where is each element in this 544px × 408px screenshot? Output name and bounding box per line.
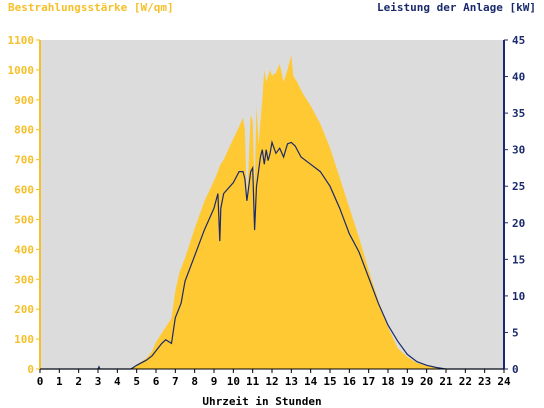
- power-line: [40, 140, 504, 370]
- x-tick-label: 8: [191, 375, 198, 388]
- left-tick-label: 1000: [8, 64, 35, 77]
- left-axis-title: Bestrahlungsstärke [W/qm]: [8, 1, 174, 14]
- irradiance-area: [40, 55, 504, 369]
- x-tick-label: 9: [211, 375, 218, 388]
- x-tick-label: 24: [497, 375, 511, 388]
- irradiance-area-layer: [40, 55, 504, 369]
- x-tick-label: 12: [265, 375, 278, 388]
- x-tick-label: 14: [304, 375, 318, 388]
- left-tick-label: 700: [14, 154, 34, 167]
- left-tick-label: 400: [14, 243, 34, 256]
- right-tick-label: 45: [512, 34, 525, 47]
- x-tick-label: 21: [439, 375, 453, 388]
- left-tick-label: 900: [14, 94, 34, 107]
- right-tick-label: 25: [512, 180, 525, 193]
- right-tick-label: 10: [512, 290, 525, 303]
- x-tick-label: 20: [420, 375, 433, 388]
- x-tick-label: 19: [401, 375, 414, 388]
- x-tick-label: 15: [323, 375, 336, 388]
- right-tick-label: 5: [512, 326, 519, 339]
- right-tick-label: 0: [512, 363, 519, 376]
- x-tick-label: 2: [75, 375, 82, 388]
- x-tick-label: 7: [172, 375, 179, 388]
- x-tick-label: 11: [246, 375, 260, 388]
- x-tick-label: 17: [362, 375, 375, 388]
- right-tick-label: 30: [512, 144, 525, 157]
- left-tick-label: 500: [14, 213, 34, 226]
- right-tick-label: 35: [512, 107, 525, 120]
- left-tick-label: 100: [14, 333, 34, 346]
- left-tick-label: 200: [14, 303, 34, 316]
- left-tick-label: 800: [14, 124, 34, 137]
- left-tick-label: 300: [14, 273, 34, 286]
- x-tick-label: 10: [227, 375, 240, 388]
- x-tick-label: 16: [343, 375, 357, 388]
- x-tick-label: 4: [114, 375, 121, 388]
- left-tick-label: 0: [27, 363, 34, 376]
- x-tick-label: 1: [56, 375, 63, 388]
- right-axis-ticks: 0 5 10 15 20 25 30 35 40 45: [504, 34, 525, 376]
- x-tick-label: 23: [478, 375, 491, 388]
- right-tick-label: 20: [512, 217, 525, 230]
- x-tick-label: 18: [381, 375, 394, 388]
- right-tick-label: 15: [512, 253, 525, 266]
- left-tick-label: 600: [14, 184, 34, 197]
- right-tick-label: 40: [512, 71, 525, 84]
- left-axis-ticks: 0 100 200 300 400 500 600 700 800 900 1000 1100: [8, 34, 40, 376]
- x-tick-label: 13: [285, 375, 298, 388]
- x-axis-ticks: 0 1 2 3 4 5 6 7 8 9 10 11 12 13 14 15 16 17 18 19 20 21 22 23 24: [37, 369, 511, 388]
- x-tick-label: 6: [153, 375, 160, 388]
- left-tick-label: 1100: [8, 34, 35, 47]
- x-tick-label: 5: [133, 375, 140, 388]
- x-tick-label: 3: [95, 375, 102, 388]
- x-tick-label: 0: [37, 375, 44, 388]
- right-axis-title: Leistung der Anlage [kW]: [377, 1, 536, 14]
- x-axis-title: Uhrzeit in Stunden: [202, 395, 321, 408]
- x-tick-label: 22: [459, 375, 472, 388]
- power-line-layer: [40, 140, 504, 370]
